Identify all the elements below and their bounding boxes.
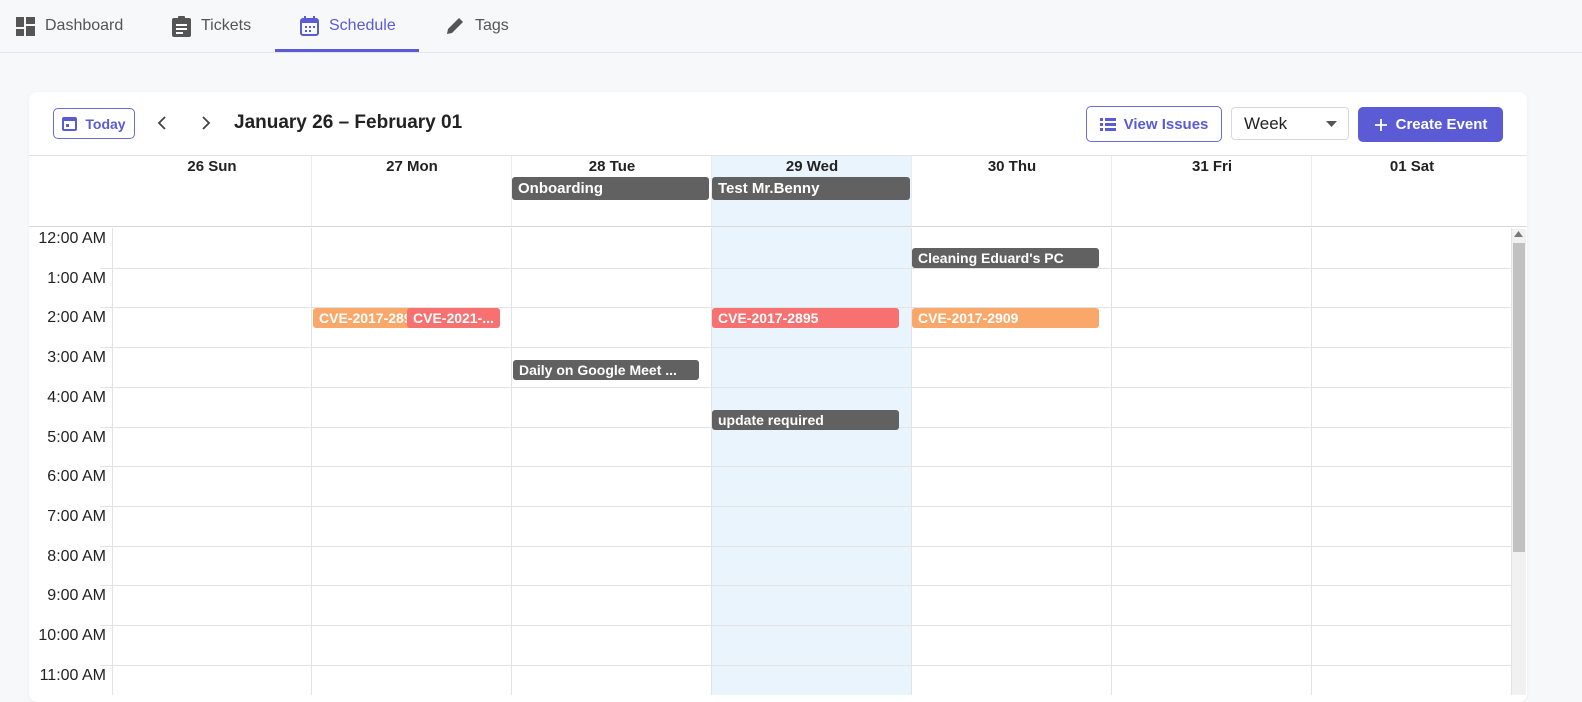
button-label: View Issues bbox=[1123, 115, 1209, 133]
day-header: 27 Mon bbox=[386, 158, 438, 175]
time-label: 5:00 AM bbox=[47, 428, 106, 446]
event[interactable]: Cleaning Eduard's PC bbox=[912, 248, 1099, 268]
event[interactable]: update required bbox=[712, 410, 899, 430]
event[interactable]: CVE-2017-2895 bbox=[712, 308, 899, 328]
allday-border bbox=[29, 226, 1527, 227]
dashboard-icon bbox=[16, 16, 35, 36]
tab[interactable]: Tags bbox=[445, 14, 509, 38]
time-label: 1:00 AM bbox=[47, 269, 106, 287]
all-day-event[interactable]: Test Mr.Benny bbox=[712, 177, 910, 200]
date-range: January 26 – February 01 bbox=[234, 112, 463, 133]
column-line bbox=[1511, 228, 1512, 695]
view-select[interactable]: Week bbox=[1231, 107, 1349, 140]
row-line bbox=[100, 585, 1511, 586]
event[interactable]: Daily on Google Meet ... bbox=[513, 360, 699, 380]
time-label: 3:00 AM bbox=[47, 349, 106, 367]
button-label: Today bbox=[85, 115, 126, 132]
event[interactable]: CVE-2017-2909 bbox=[912, 308, 1099, 328]
row-line bbox=[100, 268, 1511, 269]
time-label: 11:00 AM bbox=[39, 666, 106, 684]
header-divider bbox=[1311, 156, 1312, 226]
nav-bar bbox=[0, 0, 1582, 53]
calendar-icon bbox=[62, 117, 78, 131]
time-label: 6:00 AM bbox=[47, 468, 106, 486]
create-event-button[interactable]: Create Event bbox=[1358, 107, 1503, 142]
time-label: 8:00 AM bbox=[47, 547, 106, 565]
tab[interactable]: Schedule bbox=[300, 14, 396, 38]
tab[interactable]: Dashboard bbox=[16, 14, 123, 38]
tab[interactable]: Tickets bbox=[172, 14, 251, 38]
schedule-icon bbox=[300, 16, 319, 36]
row-line bbox=[100, 347, 1511, 348]
row-line bbox=[100, 387, 1511, 388]
column-line bbox=[711, 228, 712, 695]
row-line bbox=[100, 625, 1511, 626]
day-header: 26 Sun bbox=[187, 158, 237, 175]
column-line bbox=[911, 228, 912, 695]
header-divider bbox=[511, 156, 512, 226]
active-tab-indicator bbox=[275, 49, 419, 52]
column-line bbox=[511, 228, 512, 695]
day-header: 28 Tue bbox=[588, 158, 636, 175]
column-line bbox=[1111, 228, 1112, 695]
column-line bbox=[112, 228, 113, 695]
button-label: Create Event bbox=[1395, 116, 1488, 133]
time-label: 7:00 AM bbox=[47, 507, 106, 525]
time-label: 2:00 AM bbox=[47, 309, 106, 327]
header-divider bbox=[1111, 156, 1112, 226]
header-divider bbox=[911, 156, 912, 226]
plus-icon bbox=[1374, 118, 1387, 131]
time-label: 12:00 AM bbox=[38, 230, 106, 247]
prev-button[interactable] bbox=[155, 115, 169, 131]
select-value: Week bbox=[1244, 114, 1288, 133]
view-issues-button[interactable]: View Issues bbox=[1086, 106, 1222, 142]
day-header: 30 Thu bbox=[987, 158, 1037, 175]
time-label: 4:00 AM bbox=[47, 388, 106, 406]
all-day-event[interactable]: Onboarding bbox=[512, 177, 709, 200]
day-header: 29 Wed bbox=[785, 158, 839, 175]
tickets-icon bbox=[172, 15, 191, 37]
scroll-up-arrow[interactable] bbox=[1514, 231, 1523, 237]
header-border bbox=[29, 155, 1527, 156]
tab-label: Tags bbox=[475, 17, 509, 34]
row-line bbox=[100, 307, 1511, 308]
header-divider bbox=[311, 156, 312, 226]
row-line bbox=[100, 466, 1511, 467]
day-header: 31 Fri bbox=[1191, 158, 1233, 175]
list-icon bbox=[1099, 117, 1116, 131]
today-button[interactable]: Today bbox=[53, 108, 135, 139]
dropdown-arrow bbox=[1326, 121, 1337, 127]
event[interactable]: CVE-2021-... bbox=[407, 308, 500, 328]
time-label: 10:00 AM bbox=[38, 627, 106, 644]
column-line bbox=[1311, 228, 1312, 695]
day-header: 01 Sat bbox=[1389, 158, 1435, 175]
tags-icon bbox=[447, 18, 463, 34]
tab-label: Dashboard bbox=[45, 17, 124, 34]
scrollbar-thumb[interactable] bbox=[1513, 243, 1525, 552]
row-line bbox=[100, 506, 1511, 507]
tab-label: Tickets bbox=[201, 17, 252, 34]
time-label: 9:00 AM bbox=[47, 587, 106, 605]
column-line bbox=[311, 228, 312, 695]
next-button[interactable] bbox=[199, 115, 213, 131]
row-line bbox=[100, 665, 1511, 666]
row-line bbox=[100, 546, 1511, 547]
tab-label: Schedule bbox=[329, 17, 396, 34]
event[interactable]: CVE-2017-2895 bbox=[313, 308, 423, 328]
header-divider bbox=[711, 156, 712, 226]
